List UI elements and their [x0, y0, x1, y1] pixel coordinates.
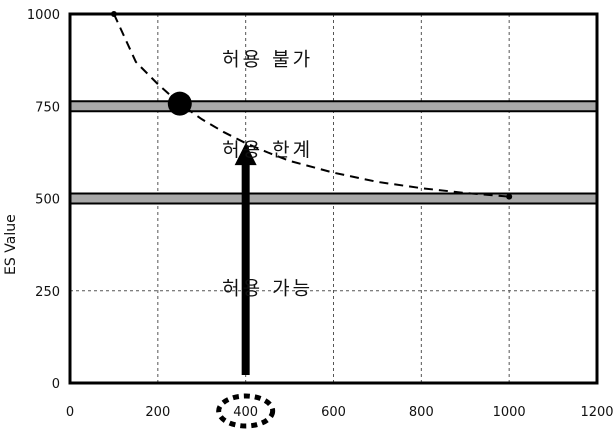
- zone-label-1: 허용 한계: [222, 139, 313, 161]
- curve-end-point: [506, 193, 513, 200]
- y-tick-0: 0: [52, 377, 60, 392]
- highlight-circle: [216, 393, 276, 429]
- arrow-layer: [234, 143, 257, 375]
- marker-point: [167, 91, 192, 116]
- y-tick-250: 250: [35, 285, 60, 300]
- y-axis-ticks: 0 250 500 750 1000: [27, 8, 60, 392]
- plot-frame: [68, 12, 599, 385]
- x-tick-0: 0: [66, 405, 74, 420]
- x-tick-800: 800: [409, 405, 434, 420]
- y-tick-750: 750: [35, 100, 60, 115]
- x-tick-1200: 1200: [580, 405, 613, 420]
- zone-label-0: 허용 불가: [222, 49, 313, 71]
- arrow-shaft: [241, 161, 250, 375]
- x-axis-ticks: 0 200 400 600 800 1000 1200: [66, 393, 614, 429]
- series-curve: [113, 13, 510, 198]
- x-tick-400: 400: [233, 405, 258, 420]
- y-tick-1000: 1000: [27, 8, 60, 23]
- x-tick-200: 200: [145, 405, 170, 420]
- threshold-bands: [70, 100, 597, 205]
- y-tick-500: 500: [35, 193, 60, 208]
- x-tick-1000: 1000: [493, 405, 526, 420]
- threshold-band-0: [70, 193, 597, 204]
- arrow-head: [234, 143, 257, 166]
- x-tick-600: 600: [321, 405, 346, 420]
- y-axis-label: ES Value: [3, 214, 19, 275]
- threshold-band-1: [70, 101, 597, 112]
- zone-label-2: 허용 가능: [222, 277, 313, 299]
